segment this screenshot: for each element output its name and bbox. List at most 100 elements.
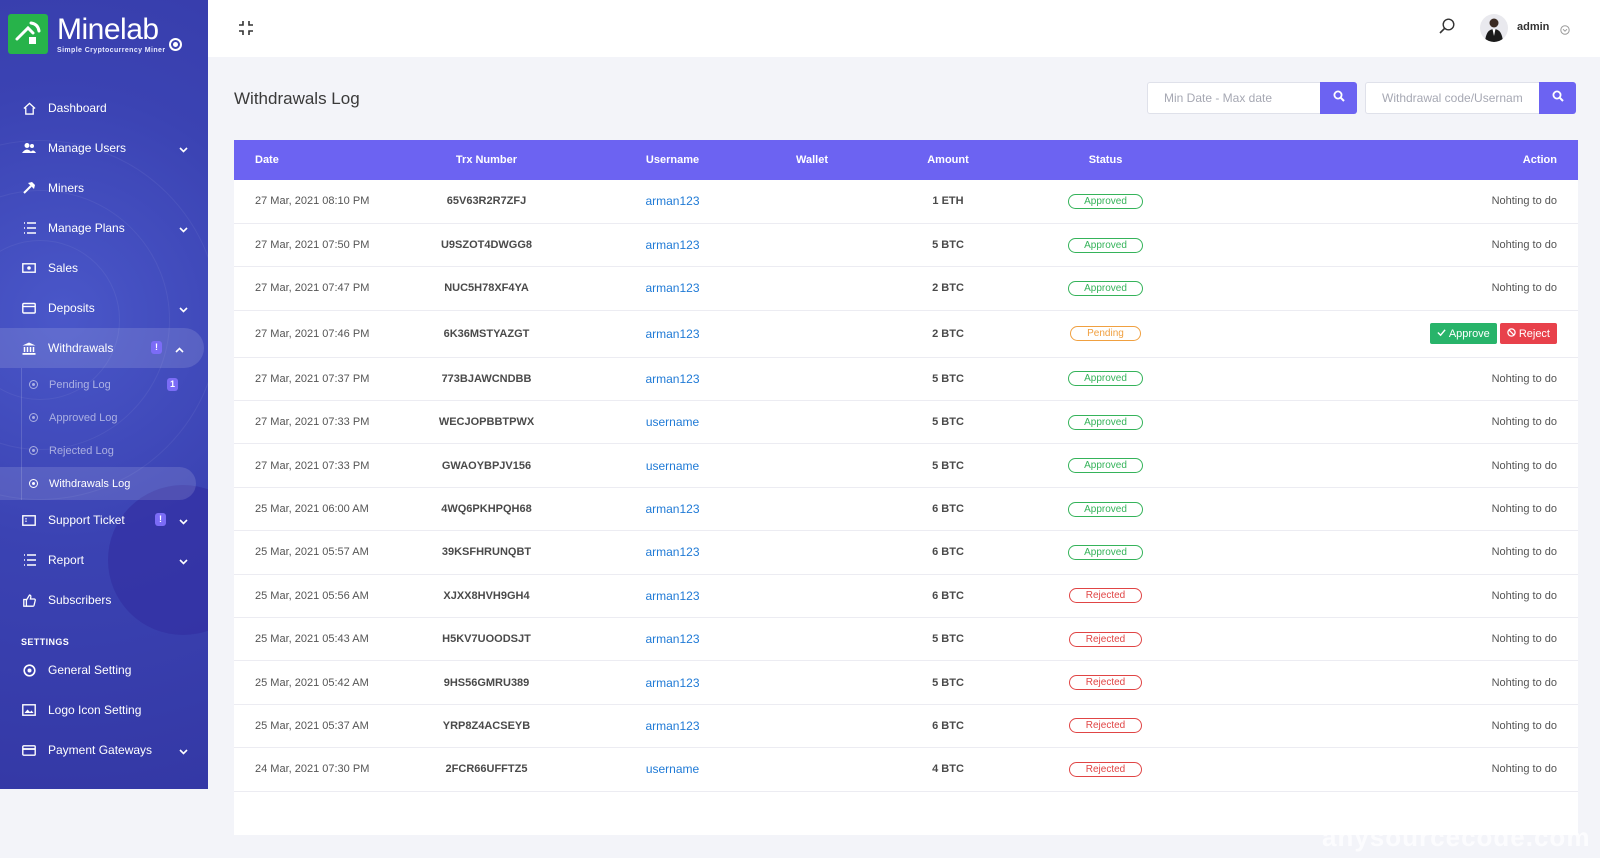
cell-amount: 4 BTC	[932, 763, 964, 776]
column-header-trx: Trx Number	[455, 154, 518, 166]
cell-username-link[interactable]: arman123	[645, 718, 700, 733]
table-body: 27 Mar, 2021 08:10 PM 65V63R2R7ZFJ arman12…	[234, 180, 1578, 792]
search-button[interactable]	[1539, 82, 1576, 114]
cell-amount: 6 BTC	[932, 719, 964, 732]
cell-action: Approve Reject	[1143, 310, 1578, 357]
status-badge: Approved	[1068, 237, 1143, 253]
sidebar-item-miners[interactable]: Miners	[0, 168, 208, 208]
sidebar-item-label: Deposits	[48, 301, 95, 315]
cell-action: Nohting to do	[1143, 748, 1578, 791]
sidebar-item-deposits[interactable]: Deposits	[0, 288, 208, 328]
cell-username-link[interactable]: arman123	[645, 194, 700, 209]
cell-username-link[interactable]: arman123	[645, 281, 700, 296]
sidebar-subitem-withdrawals-log[interactable]: Withdrawals Log	[0, 467, 196, 500]
ban-icon	[1507, 327, 1519, 340]
cell-username-link[interactable]: arman123	[645, 502, 700, 517]
sidebar-item-withdrawals[interactable]: Withdrawals !	[0, 328, 204, 368]
sidebar-subitem-rejected-log[interactable]: Rejected Log	[0, 434, 208, 467]
date-range-input[interactable]	[1147, 82, 1320, 114]
sidebar-item-support-ticket[interactable]: Support Ticket !	[0, 500, 208, 540]
sidebar-item-manage-users[interactable]: Manage Users	[0, 128, 208, 168]
cell-amount: 2 BTC	[932, 282, 964, 295]
table-row: 27 Mar, 2021 07:47 PM NUC5H78XF4YA arman12…	[234, 267, 1578, 311]
cell-username-link[interactable]: arman123	[645, 545, 700, 560]
chevron-down-icon	[179, 744, 188, 758]
search-icon[interactable]	[1439, 18, 1455, 39]
cell-amount: 5 BTC	[932, 633, 964, 646]
cell-trx: U9SZOT4DWGG8	[440, 239, 533, 252]
table-row: 27 Mar, 2021 07:46 PM 6K36MSTYAZGT arman12…	[234, 310, 1578, 358]
status-badge: Approved	[1068, 193, 1143, 209]
table-header-row: Date Trx Number Username Wallet Amount S…	[234, 140, 1578, 180]
chevron-down-icon[interactable]	[1560, 22, 1570, 40]
notification-badge: !	[155, 513, 166, 526]
sidebar-item-logo-icon-setting[interactable]: Logo Icon Setting	[0, 690, 208, 730]
column-header-date: Date	[255, 154, 279, 166]
action-text: Nohting to do	[1491, 459, 1557, 472]
reject-button[interactable]: Reject	[1499, 323, 1557, 345]
cell-wallet	[796, 704, 828, 747]
search-icon	[1333, 89, 1345, 107]
sidebar-item-report[interactable]: Report	[0, 540, 208, 580]
cell-username-link[interactable]: arman123	[645, 588, 700, 603]
chevron-down-icon	[179, 514, 188, 528]
home-icon	[22, 101, 36, 115]
cell-wallet	[796, 310, 828, 357]
cell-date: 25 Mar, 2021 05:43 AM	[255, 633, 369, 646]
sidebar-subitem-approved-log[interactable]: Approved Log	[0, 401, 208, 434]
sidebar-item-general-setting[interactable]: General Setting	[0, 650, 208, 690]
status-badge: Approved	[1068, 501, 1143, 517]
approve-button[interactable]: Approve	[1429, 323, 1497, 345]
cell-status: Approved	[1068, 531, 1143, 574]
report-icon	[22, 553, 36, 567]
table-row: 27 Mar, 2021 07:33 PM WECJOPBBTPWX usernam…	[234, 401, 1578, 444]
sidebar-subitem-label: Pending Log	[49, 378, 111, 391]
cell-trx: WECJOPBBTPWX	[438, 416, 535, 429]
date-filter	[1147, 82, 1357, 114]
cell-action: Nohting to do	[1143, 223, 1578, 266]
search-input[interactable]	[1365, 82, 1539, 114]
cell-action: Nohting to do	[1143, 401, 1578, 444]
cell-date: 27 Mar, 2021 07:50 PM	[255, 239, 370, 252]
avatar[interactable]	[1480, 14, 1508, 42]
search-icon	[1552, 89, 1564, 107]
cell-status: Rejected	[1068, 704, 1143, 747]
sidebar-item-sales[interactable]: Sales	[0, 248, 208, 288]
column-header-wallet: Wallet	[796, 154, 828, 166]
cell-username-link[interactable]: arman123	[645, 238, 700, 253]
status-badge: Rejected	[1069, 588, 1142, 604]
cell-username-link[interactable]: arman123	[645, 371, 700, 386]
cell-username-link[interactable]: arman123	[645, 326, 700, 341]
sidebar-item-dashboard[interactable]: Dashboard	[0, 88, 208, 128]
action-text: Nohting to do	[1491, 763, 1557, 776]
code-filter	[1365, 82, 1576, 114]
circle-icon	[29, 413, 38, 422]
cell-trx: 6K36MSTYAZGT	[443, 327, 530, 340]
cell-username-link[interactable]: arman123	[645, 675, 700, 690]
sidebar-subitem-pending-log[interactable]: Pending Log 1	[0, 368, 208, 401]
table-row: 25 Mar, 2021 05:42 AM 9HS56GMRU389 arman12…	[234, 661, 1578, 705]
withdrawals-table: Date Trx Number Username Wallet Amount S…	[234, 140, 1578, 792]
circle-icon	[29, 446, 38, 455]
brand-logo[interactable]: Minelab Simple Cryptocurrency Miner	[8, 14, 183, 54]
cell-username-link[interactable]: username	[645, 458, 700, 473]
sidebar-item-payment-gateways[interactable]: Payment Gateways	[0, 730, 208, 770]
collapse-icon[interactable]	[238, 20, 254, 41]
cell-username-link[interactable]: username	[645, 762, 700, 777]
circle-icon	[29, 479, 38, 488]
notification-badge: !	[151, 341, 162, 354]
cell-date: 27 Mar, 2021 07:46 PM	[255, 327, 370, 340]
cell-username-link[interactable]: username	[645, 415, 700, 430]
cell-wallet	[796, 267, 828, 310]
cell-status: Rejected	[1068, 574, 1143, 617]
sidebar-item-subscribers[interactable]: Subscribers	[0, 580, 208, 620]
cell-action: Nohting to do	[1143, 618, 1578, 661]
date-search-button[interactable]	[1320, 82, 1357, 114]
cell-username-link[interactable]: arman123	[645, 632, 700, 647]
chevron-up-icon	[175, 342, 184, 356]
reject-label: Reject	[1518, 327, 1550, 340]
action-text: Nohting to do	[1491, 719, 1557, 732]
sidebar-item-manage-plans[interactable]: Manage Plans	[0, 208, 208, 248]
hammer-icon	[22, 181, 36, 195]
user-name[interactable]: admin	[1517, 21, 1550, 33]
